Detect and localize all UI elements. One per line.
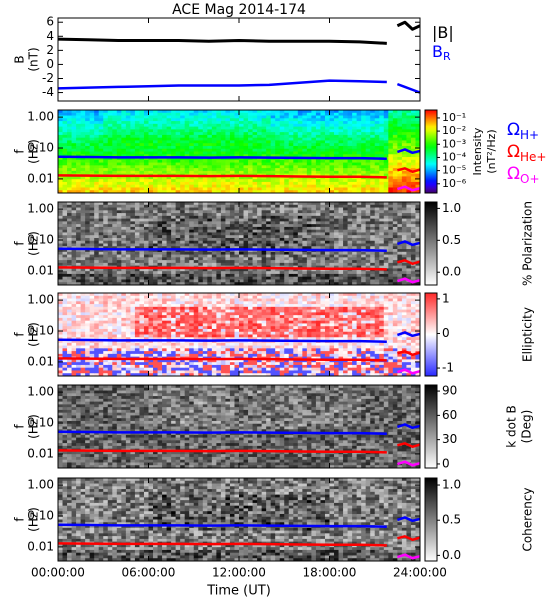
spectrogram — [58, 293, 421, 379]
colorbar — [425, 110, 437, 193]
y-axis-label: (Hz) — [27, 231, 41, 256]
legend-subscript: R — [443, 50, 451, 63]
colorbar-tick-label: 10⁻⁴ — [442, 150, 467, 163]
colorbar — [425, 202, 437, 285]
legend-name: |B| — [432, 23, 454, 42]
legend-name: Ω — [507, 120, 520, 140]
legend-subscript: He+ — [520, 150, 546, 164]
colorbar-label: % Polarization — [521, 201, 535, 286]
panel-frame — [58, 18, 420, 101]
data-line — [58, 22, 420, 43]
y-axis-label: B — [13, 55, 27, 63]
legend-entry: ΩH+ — [507, 120, 539, 142]
legend-name: Ω — [507, 164, 520, 184]
y-tick-label: 0.01 — [27, 263, 54, 277]
colorbar-tick-label: 1.0 — [442, 201, 461, 215]
colorbar-tick-label: 10⁻³ — [442, 137, 466, 150]
y-tick-label: 6 — [46, 15, 54, 29]
spectrogram — [58, 110, 421, 196]
legend-entry: BR — [432, 42, 451, 64]
legend-subscript: H+ — [520, 128, 539, 142]
x-axis-label: Time (UT) — [206, 584, 271, 599]
legend-name: B — [432, 42, 443, 61]
chart-title: ACE Mag 2014-174 — [172, 2, 306, 18]
y-tick-label: 1.00 — [27, 202, 54, 216]
legend-entry: ΩHe+ — [507, 142, 546, 164]
colorbar-label: Intensity — [471, 127, 484, 175]
colorbar-label: (nT²/Hz) — [485, 129, 498, 173]
y-axis-label: f — [13, 149, 27, 154]
colorbar-tick-label: 10⁻² — [442, 124, 466, 137]
y-tick-label: 4 — [46, 29, 54, 43]
plot-area — [58, 22, 420, 92]
colorbar-tick-label: 10⁻⁶ — [442, 177, 467, 190]
y-axis-label: f — [13, 241, 27, 246]
y-tick-label: -2 — [42, 71, 54, 85]
y-tick-label: 0.01 — [27, 171, 54, 185]
y-axis-label: (Hz) — [27, 139, 41, 164]
legend-name: Ω — [507, 142, 520, 162]
y-tick-label: 0 — [46, 57, 54, 71]
y-axis-label: (nT) — [27, 47, 41, 71]
spectrogram — [58, 202, 421, 288]
data-line — [58, 81, 420, 93]
colorbar-tick-label: 10⁻¹ — [442, 111, 466, 124]
y-tick-label: 1.00 — [27, 110, 54, 124]
legend-entry: ΩO+ — [507, 164, 540, 186]
legend-subscript: O+ — [520, 172, 540, 186]
colorbar-tick-label: 10⁻⁵ — [442, 164, 466, 177]
colorbar-tick-label: 0.5 — [442, 233, 461, 247]
colorbar-tick-label: 0.0 — [442, 265, 461, 279]
y-tick-label: 2 — [46, 43, 54, 57]
legend-entry: |B| — [432, 23, 454, 42]
y-tick-label: -4 — [42, 85, 54, 99]
